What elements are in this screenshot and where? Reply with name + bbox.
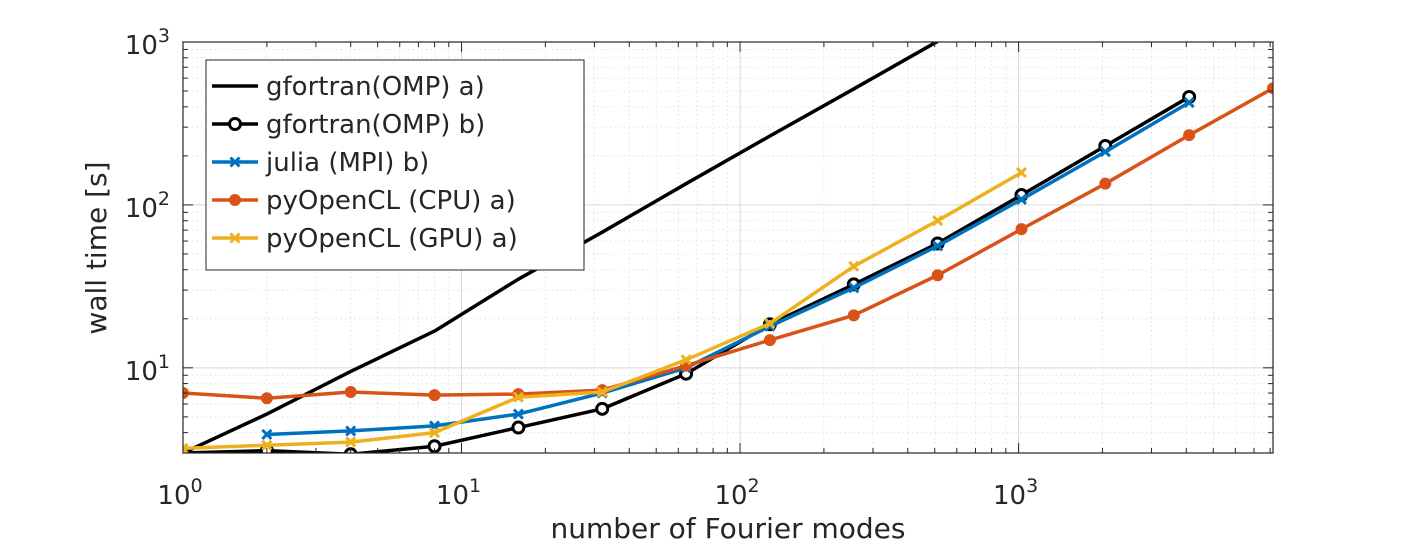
legend-label: gfortran(OMP) a) xyxy=(266,72,485,102)
x-tick-label: 100 xyxy=(157,475,202,511)
data-point-dot-marker xyxy=(763,334,776,347)
data-point-dot-marker xyxy=(1099,177,1112,190)
x-marker-stroke xyxy=(229,156,241,168)
data-point-x-marker xyxy=(428,427,441,439)
x-marker-stroke xyxy=(512,408,524,420)
x-tick-label: 101 xyxy=(436,475,481,511)
x-marker-stroke xyxy=(1015,193,1028,206)
x-marker-stroke xyxy=(848,282,860,294)
data-point-circle-marker xyxy=(595,401,610,416)
x-tick-label: 103 xyxy=(993,475,1038,511)
legend-item: pyOpenCL (GPU) a) xyxy=(212,224,518,254)
data-point-x-marker xyxy=(345,425,357,437)
series-line xyxy=(266,101,1191,437)
x-marker-stroke xyxy=(596,386,608,398)
x-marker-stroke xyxy=(1183,96,1195,109)
x-marker-stroke xyxy=(183,446,189,453)
legend: gfortran(OMP) a) gfortran(OMP) b) julia (M… xyxy=(205,59,585,271)
series-line xyxy=(183,86,1273,401)
legend-swatch-dot-marker xyxy=(229,194,241,206)
y-axis-title: wall time [s] xyxy=(80,161,113,334)
x-tick-label: 102 xyxy=(714,475,759,511)
data-point-x-marker xyxy=(1015,193,1028,206)
data-point-x-marker xyxy=(764,317,776,330)
y-tick-label: 101 xyxy=(125,351,170,387)
data-point-dot-marker xyxy=(931,269,944,282)
data-point-x-marker xyxy=(261,439,273,451)
data-point-x-marker xyxy=(345,436,357,448)
x-marker-stroke xyxy=(345,425,357,437)
data-point-x-marker xyxy=(261,428,273,440)
legend-item: pyOpenCL (CPU) a) xyxy=(212,186,516,216)
data-point-x-marker xyxy=(512,408,524,420)
legend-swatch-circle-marker xyxy=(228,117,242,131)
data-point-dot-marker xyxy=(1183,129,1196,142)
data-point-x-marker xyxy=(680,354,692,366)
x-marker-stroke xyxy=(848,260,860,272)
x-marker-stroke xyxy=(512,391,524,403)
legend-swatch-x-marker xyxy=(229,156,241,168)
axes-box xyxy=(182,41,1274,454)
data-point-x-marker xyxy=(596,386,608,398)
data-point-dot-marker xyxy=(260,392,273,405)
data-point-x-marker xyxy=(1015,166,1028,179)
legend-item: gfortran(OMP) b) xyxy=(212,110,485,140)
data-point-x-marker xyxy=(932,215,944,227)
x-marker-stroke xyxy=(229,232,241,244)
legend-box xyxy=(205,59,585,271)
x-marker-stroke xyxy=(1099,146,1111,158)
legend-label: pyOpenCL (CPU) a) xyxy=(266,186,516,216)
data-point-dot-marker xyxy=(428,389,441,402)
x-marker-stroke xyxy=(183,442,189,451)
legend-item: julia (MPI) b) xyxy=(212,148,429,178)
data-point-x-marker xyxy=(1183,96,1195,109)
data-point-x-marker xyxy=(512,391,524,403)
data-point-dot-marker xyxy=(847,309,860,322)
axes-frame xyxy=(182,41,1274,454)
data-point-circle-marker xyxy=(511,420,526,435)
x-marker-stroke xyxy=(764,317,776,330)
x-marker-stroke xyxy=(261,428,273,440)
legend-label: julia (MPI) b) xyxy=(265,148,429,178)
data-point-x-marker xyxy=(183,442,189,453)
y-tick-label: 103 xyxy=(125,25,170,61)
x-marker-stroke xyxy=(932,240,944,252)
y-tick-label: 102 xyxy=(125,188,170,224)
x-marker-stroke xyxy=(345,436,357,448)
data-point-x-marker xyxy=(848,282,860,294)
series-5 xyxy=(183,166,1028,453)
x-marker-stroke xyxy=(932,215,944,227)
y-tick-labels: 101 102 103 xyxy=(125,25,170,387)
data-point-x-marker xyxy=(1099,146,1111,158)
legend-item: gfortran(OMP) a) xyxy=(212,72,485,102)
data-point-x-marker xyxy=(848,260,860,272)
legend-swatch-x-marker xyxy=(229,232,241,244)
x-axis-title: number of Fourier modes xyxy=(551,512,906,545)
x-marker-stroke xyxy=(428,427,441,439)
x-marker-stroke xyxy=(680,354,692,366)
x-tick-labels: 100 101 102 103 xyxy=(157,475,1038,511)
x-marker-stroke xyxy=(261,439,273,451)
legend-label: pyOpenCL (GPU) a) xyxy=(266,224,518,254)
data-point-x-marker xyxy=(932,240,944,252)
legend-label: gfortran(OMP) b) xyxy=(266,110,485,140)
x-marker-stroke xyxy=(1015,166,1028,179)
data-point-dot-marker xyxy=(344,386,357,399)
data-point-dot-marker xyxy=(1015,223,1028,236)
